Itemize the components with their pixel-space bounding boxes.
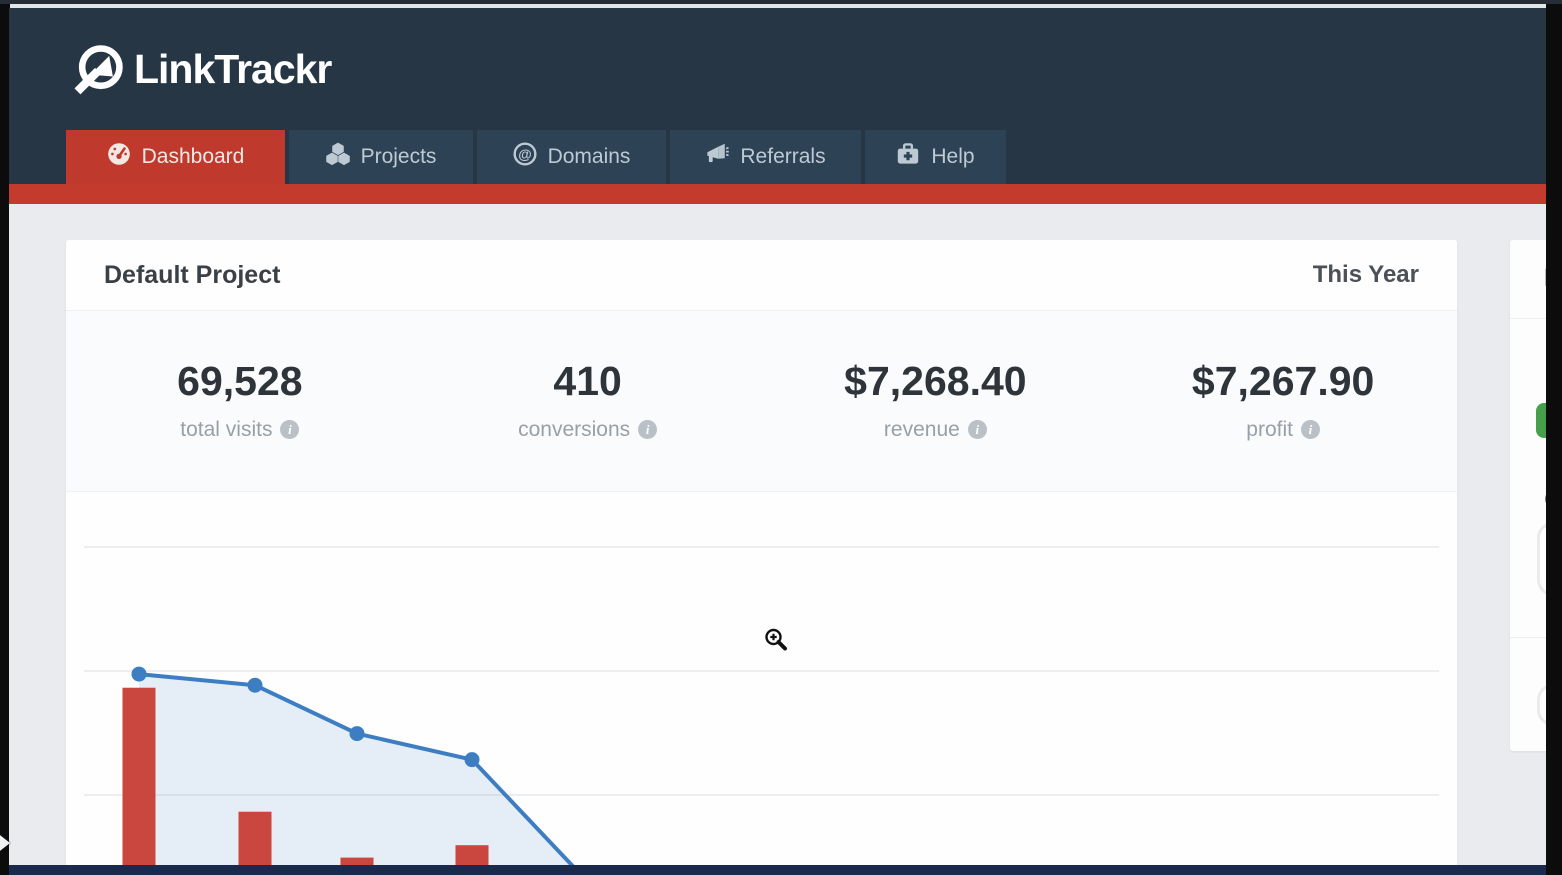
cubes-icon	[325, 142, 350, 172]
info-circle-icon[interactable]: i	[280, 420, 300, 439]
tab-domains[interactable]: @ Domains	[477, 130, 666, 184]
stat-total-visits: 69,528 total visits i	[66, 311, 414, 491]
medkit-icon	[896, 142, 920, 172]
stat-conversions: 410 conversions i	[414, 311, 762, 491]
info-circle-icon[interactable]: i	[1300, 420, 1320, 439]
app-logo[interactable]: LinkTrackr	[70, 38, 332, 100]
visits-chart[interactable]	[66, 492, 1457, 874]
divider	[1510, 637, 1546, 638]
default-project-card: Default Project This Year 69,528 total v…	[66, 240, 1457, 874]
side-panel-title-fragment: L	[1544, 264, 1546, 293]
app-viewport: LinkTrackr Dashboard	[9, 8, 1546, 875]
at-circle-icon: @	[513, 142, 537, 172]
nav-underline-band	[9, 184, 1546, 204]
stat-profit: $7,267.90 profit i	[1109, 311, 1457, 491]
right-frame-edge	[1546, 8, 1562, 875]
side-panel-field-truncated[interactable]	[1537, 522, 1546, 596]
stat-value: 69,528	[177, 357, 303, 404]
left-frame-edge	[0, 8, 9, 875]
tab-help[interactable]: Help	[865, 130, 1006, 184]
green-badge[interactable]	[1536, 403, 1546, 438]
project-card-header: Default Project This Year	[66, 240, 1457, 311]
tab-label: Help	[931, 145, 975, 168]
tab-dashboard[interactable]: Dashboard	[66, 130, 285, 184]
tab-label: Dashboard	[141, 145, 245, 168]
main-nav: Dashboard Projects	[66, 130, 1006, 184]
stat-revenue: $7,268.40 revenue i	[762, 311, 1110, 491]
svg-text:@: @	[518, 147, 531, 162]
tab-label: Referrals	[740, 145, 826, 168]
chart-canvas	[84, 546, 1439, 874]
top-frame-highlight	[10, 4, 1546, 8]
zoom-in-magnifier-cursor	[763, 627, 789, 658]
stat-label-text: revenue	[883, 417, 960, 441]
linktrackr-circle-arrow-icon	[70, 38, 126, 100]
info-circle-icon[interactable]: i	[638, 420, 658, 439]
stat-value: $7,267.90	[1191, 357, 1375, 404]
side-panel-card-truncated: L L C	[1510, 240, 1546, 751]
side-panel-label-fragment: C	[1544, 486, 1546, 513]
stat-value: $7,268.40	[844, 357, 1027, 404]
app-title: LinkTrackr	[134, 45, 332, 92]
tab-label: Domains	[547, 145, 631, 168]
stat-value: 410	[553, 357, 622, 404]
project-title: Default Project	[104, 260, 281, 289]
tab-referrals[interactable]: Referrals	[670, 130, 861, 184]
top-frame-strip	[0, 0, 1562, 4]
stat-label-text: total visits	[180, 417, 273, 441]
divider	[1510, 318, 1546, 319]
gauge-icon	[107, 142, 131, 172]
app-header: LinkTrackr Dashboard	[9, 8, 1546, 184]
stat-label-text: conversions	[518, 417, 631, 441]
stat-label-text: profit	[1246, 417, 1293, 441]
info-circle-icon[interactable]: i	[967, 420, 987, 439]
period-selector[interactable]: This Year	[1312, 261, 1419, 288]
video-edge-artifact	[0, 832, 10, 854]
tab-label: Projects	[360, 145, 437, 168]
bottom-chrome-strip	[9, 865, 1546, 875]
side-panel-field-truncated[interactable]	[1537, 684, 1546, 726]
stats-row: 69,528 total visits i 410 conversions i …	[66, 311, 1457, 492]
megaphone-icon	[705, 142, 730, 172]
tab-projects[interactable]: Projects	[289, 130, 473, 184]
